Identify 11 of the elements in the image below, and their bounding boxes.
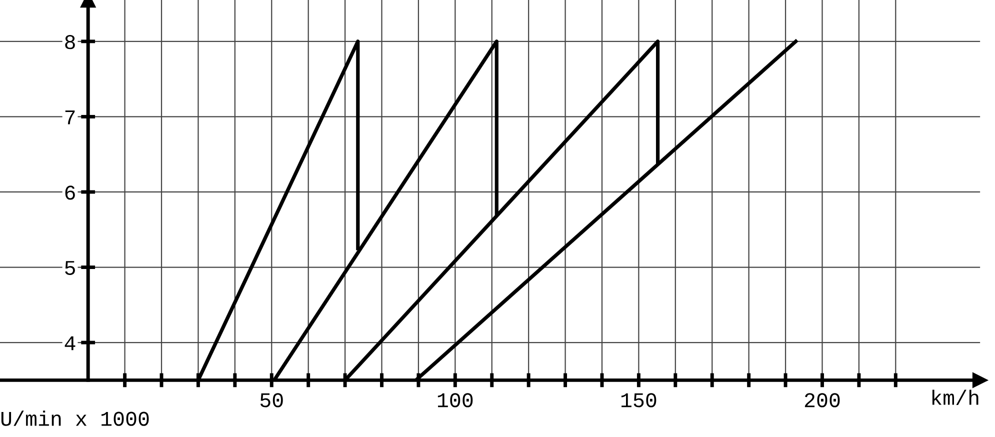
text: U/min x 1000: [1, 410, 149, 426]
x-tick-label: 100: [438, 393, 473, 408]
y-tick-label: 7: [65, 110, 75, 124]
x-tick-label: 50: [260, 393, 283, 408]
y-tick-label: 5: [65, 261, 75, 276]
y-tick-label: 8: [65, 35, 75, 50]
x-tick-label: 150: [621, 393, 656, 408]
y-tick-label: 4: [64, 336, 76, 350]
x-axis-title: km/h: [932, 390, 978, 405]
x-tick-label: 200: [804, 393, 840, 408]
y-tick-label: 6: [65, 186, 75, 200]
